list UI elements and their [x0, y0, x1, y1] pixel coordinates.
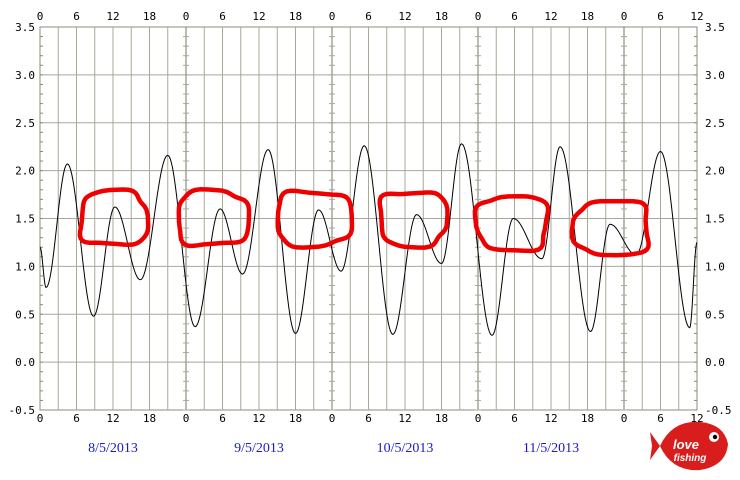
- x-tick-label: 6: [365, 10, 372, 23]
- x-tick-label: 12: [398, 10, 411, 23]
- tide-height-line: [39, 143, 698, 336]
- grid: [40, 26, 697, 411]
- x-tick-label: 18: [581, 412, 594, 425]
- y-tick-label: 2.5: [15, 117, 35, 130]
- x-tick-label: 12: [252, 10, 265, 23]
- x-tick-label: 6: [219, 10, 226, 23]
- x-tick-label: 12: [690, 10, 703, 23]
- x-tick-label: 0: [183, 10, 190, 23]
- x-tick-label: 18: [289, 412, 302, 425]
- y-tick-label: 3.5: [15, 21, 35, 34]
- x-tick-label: 6: [511, 412, 518, 425]
- x-tick-label: 6: [73, 412, 80, 425]
- x-tick-label: 0: [475, 412, 482, 425]
- x-tick-label: 6: [219, 412, 226, 425]
- x-tick-label: 0: [621, 10, 628, 23]
- y-tick-label: 3.0: [705, 69, 725, 82]
- annotation-circle: [176, 187, 252, 249]
- date-label: 10/5/2013: [377, 441, 434, 456]
- logo-text-love: love: [673, 437, 699, 452]
- x-tick-label: 18: [143, 10, 156, 23]
- x-tick-label: 18: [143, 412, 156, 425]
- x-axis-bottom-hours: 0 6 12 18 0 6 12 18 0 6 12 18 0 6 12 18 0 6 12: [37, 412, 704, 425]
- y-tick-label: 0.5: [705, 308, 725, 321]
- x-axis-top-hours: 0 6 12 18 0 6 12 18 0 6 12 18 0 6 12 18 0 6 12: [37, 10, 704, 23]
- x-tick-label: 0: [329, 10, 336, 23]
- y-tick-label: -0.5: [705, 404, 732, 417]
- x-tick-label: 18: [435, 412, 448, 425]
- x-tick-label: 18: [289, 10, 302, 23]
- date-label: 11/5/2013: [523, 441, 579, 456]
- annotation-circle: [275, 188, 355, 250]
- x-tick-label: 12: [252, 412, 265, 425]
- annotation-circle: [472, 193, 551, 254]
- x-tick-label: 6: [657, 412, 664, 425]
- y-tick-label: 1.0: [15, 260, 35, 273]
- x-tick-label: 0: [183, 412, 190, 425]
- y-tick-label: -0.5: [9, 404, 36, 417]
- x-tick-label: 18: [435, 10, 448, 23]
- x-tick-label: 18: [581, 10, 594, 23]
- y-tick-label: 1.5: [705, 213, 725, 226]
- y-tick-label: 2.0: [705, 165, 725, 178]
- x-tick-label: 0: [621, 412, 628, 425]
- annotation-circle: [569, 198, 651, 258]
- y-tick-label: 0.0: [705, 356, 725, 369]
- x-tick-label: 12: [544, 412, 557, 425]
- date-label: 8/5/2013: [88, 441, 138, 456]
- y-tick-label: 0.0: [15, 356, 35, 369]
- annotation-circle: [77, 187, 151, 248]
- x-tick-label: 12: [398, 412, 411, 425]
- x-tick-label: 0: [37, 412, 44, 425]
- y-tick-label: 2.0: [15, 165, 35, 178]
- y-tick-label: 3.0: [15, 69, 35, 82]
- y-tick-label: 0.5: [15, 308, 35, 321]
- fish-pupil: [712, 434, 718, 440]
- logo-text-fishing: fishing: [674, 453, 707, 464]
- x-tick-label: 6: [511, 10, 518, 23]
- x-tick-label: 12: [106, 10, 119, 23]
- x-tick-label: 12: [106, 412, 119, 425]
- date-label: 9/5/2013: [234, 441, 284, 456]
- y-tick-label: 1.5: [15, 213, 35, 226]
- x-tick-label: 6: [73, 10, 80, 23]
- y-tick-label: 3.5: [705, 21, 725, 34]
- date-labels: 8/5/20139/5/201310/5/201311/5/201312/5/2…: [88, 441, 725, 456]
- x-tick-label: 12: [544, 10, 557, 23]
- annotation-circle: [377, 190, 450, 250]
- fish-tail: [650, 432, 660, 460]
- x-tick-label: 0: [329, 412, 336, 425]
- x-tick-label: 6: [365, 412, 372, 425]
- y-axis-left: -0.5 0.0 0.5 1.0 1.5 2.0 2.5 3.0 3.5: [9, 21, 36, 417]
- y-tick-label: 2.5: [705, 117, 725, 130]
- x-tick-label: 0: [37, 10, 44, 23]
- annotations: [77, 187, 651, 258]
- x-tick-label: 6: [657, 10, 664, 23]
- x-tick-label: 12: [690, 412, 703, 425]
- y-tick-label: 1.0: [705, 260, 725, 273]
- tide-series: [39, 143, 698, 336]
- y-axis-right: -0.5 0.0 0.5 1.0 1.5 2.0 2.5 3.0 3.5: [705, 21, 732, 417]
- x-tick-label: 0: [475, 10, 482, 23]
